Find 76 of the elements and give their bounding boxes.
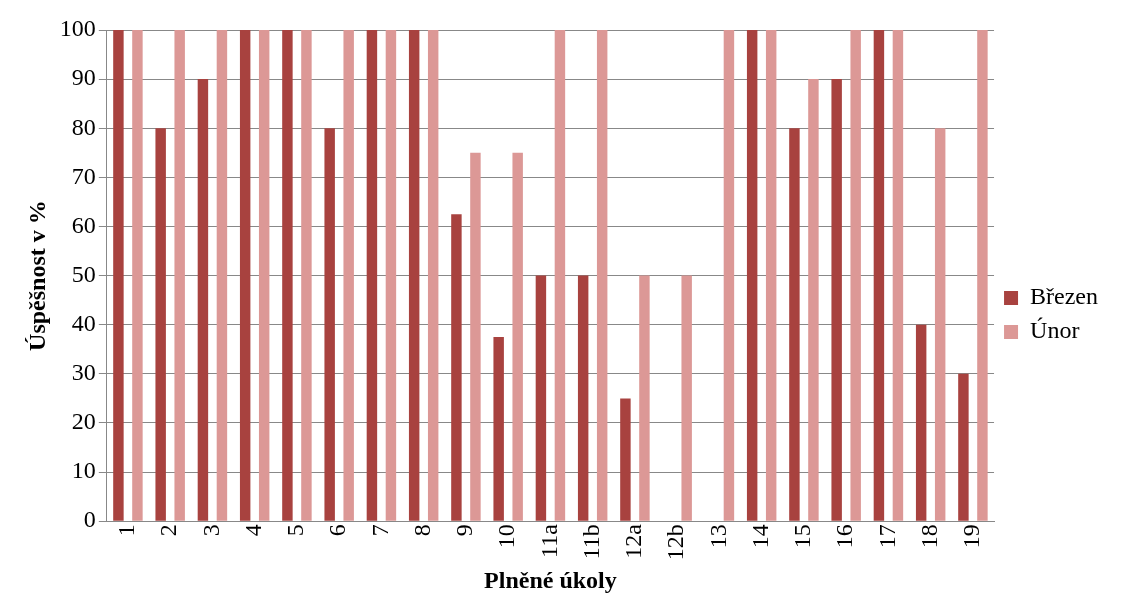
y-tick-label: 10: [71, 457, 96, 484]
bar: [789, 128, 800, 521]
bar: [385, 30, 397, 521]
x-tick-label: 6: [324, 524, 351, 537]
x-tick-label: 3: [197, 524, 224, 537]
bar: [958, 373, 969, 521]
bar: [723, 30, 735, 521]
bar: [977, 30, 988, 521]
bar: [282, 30, 293, 521]
bar: [174, 30, 185, 521]
bar: [113, 30, 124, 521]
bar: [470, 152, 481, 521]
y-tick-label: 50: [71, 260, 96, 287]
x-axis-title: Plněné úkoly: [484, 566, 617, 593]
bar: [427, 30, 439, 521]
bar: [155, 128, 166, 521]
bar: [620, 398, 631, 521]
x-tick-label: 8: [408, 524, 435, 537]
x-tick-label: 15: [789, 524, 816, 549]
x-tick-label: 18: [915, 524, 942, 549]
y-tick-label: 70: [71, 162, 96, 189]
bar: [324, 128, 335, 521]
x-tick-label: 19: [958, 524, 985, 549]
bar: [850, 30, 861, 521]
y-tick-label: 40: [71, 310, 96, 337]
bar: [892, 30, 904, 521]
bar: [197, 79, 209, 521]
bar: [831, 79, 842, 521]
x-tick-label: 11b: [577, 524, 604, 560]
bar: [132, 30, 143, 521]
bar: [512, 152, 523, 521]
bar: [577, 275, 589, 521]
x-tick-label: 11a: [535, 523, 562, 558]
bar: [258, 30, 270, 521]
y-tick-label: 30: [71, 359, 96, 386]
bar: [216, 30, 228, 521]
bar: [239, 30, 251, 521]
bar: [765, 30, 777, 521]
bar: [408, 30, 420, 521]
y-tick-label: 60: [71, 211, 96, 238]
bar: [451, 214, 462, 521]
bar: [915, 324, 927, 521]
x-tick-label: 1: [113, 524, 140, 537]
bar: [554, 30, 566, 521]
y-tick-label: 100: [59, 15, 96, 42]
y-tick-label: 90: [71, 64, 96, 91]
bar: [746, 30, 758, 521]
bar: [493, 337, 504, 521]
x-tick-label: 12b: [662, 524, 689, 561]
x-tick-label: 2: [155, 524, 182, 537]
y-tick-label: 20: [71, 408, 96, 435]
bar: [681, 275, 692, 521]
x-tick-label: 14: [746, 524, 773, 549]
x-tick-label: 13: [704, 524, 731, 549]
bar: [596, 30, 608, 521]
bar: [366, 30, 378, 521]
bar: [934, 128, 946, 521]
y-tick-label: 0: [83, 506, 96, 533]
x-tick-label: 4: [239, 524, 266, 537]
x-tick-label: 5: [282, 524, 309, 537]
legend-label: Březen: [1030, 283, 1099, 310]
x-tick-label: 9: [451, 524, 478, 537]
bar: [808, 79, 819, 521]
x-tick-label: 16: [831, 524, 858, 549]
x-tick-label: 17: [873, 524, 900, 549]
x-tick-label: 7: [366, 524, 393, 537]
bar: [343, 30, 354, 521]
bar: [535, 275, 547, 521]
legend-label: Únor: [1030, 317, 1080, 344]
bar: [639, 275, 650, 521]
bar: [873, 30, 885, 521]
y-tick-label: 80: [71, 113, 96, 140]
x-tick-label: 10: [493, 524, 520, 549]
y-axis-title: Úspěšnost v %: [23, 200, 50, 351]
bar: [301, 30, 312, 521]
x-tick-label: 12a: [620, 523, 647, 559]
